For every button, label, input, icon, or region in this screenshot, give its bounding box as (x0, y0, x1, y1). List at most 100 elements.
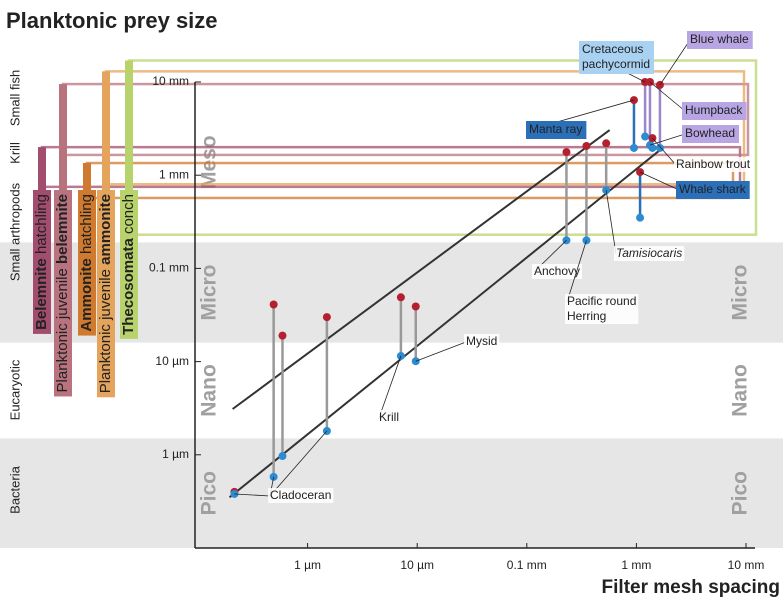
taxon-label: Ammonite hatchling (78, 190, 96, 336)
species-label-text: Tamisiocaris (616, 246, 682, 260)
taxon-label-part: ammonite (97, 194, 114, 265)
species-label-text: Anchovy (534, 264, 580, 278)
taxon-label: Thecosomata conch (120, 190, 138, 339)
fit-line (228, 149, 661, 499)
size-class-label: Pico (198, 471, 221, 515)
leader-line (234, 493, 271, 497)
x-axis-label: Filter mesh spacing (602, 577, 780, 598)
taxon-label-box (33, 190, 51, 334)
taxon-label-text: Thecosomata conch (120, 194, 137, 335)
species-label-text: Krill (379, 410, 399, 424)
taxon-label: Planktonic juvenile belemnite (54, 190, 72, 397)
taxon-label: Planktonic juvenile ammonite (97, 190, 115, 398)
species-label-bg (464, 334, 500, 349)
species-label: Bowhead (649, 125, 740, 146)
species-label-text: Cretaceous (582, 42, 643, 56)
leader-line (415, 341, 467, 362)
species-label: Rainbow trout (652, 137, 753, 172)
prey-point (278, 331, 287, 340)
prey-group-label: Small fish (7, 70, 22, 126)
mesh-point (629, 143, 638, 152)
species-label-box (526, 121, 587, 139)
taxon-bar (83, 163, 91, 192)
species-label-text: Manta ray (529, 122, 582, 136)
taxon-label-text: Planktonic juvenile belemnite (54, 194, 71, 392)
species-label: Manta ray (526, 99, 635, 139)
species-label-text: Mysid (466, 334, 497, 348)
taxon-range (40, 145, 742, 189)
leader-line (566, 240, 587, 303)
species-label: Tamisiocaris (605, 190, 685, 261)
species-label: Mysid (415, 334, 500, 362)
species-label-box (579, 41, 655, 74)
species-label-text: Herring (567, 309, 606, 323)
species-label-box (682, 125, 740, 143)
x-tick-label: 10 µm (400, 558, 434, 572)
taxon-label-part: Planktonic juvenile (54, 268, 71, 392)
taxon-label-box (54, 190, 72, 397)
y-tick-label: 0.1 mm (149, 261, 189, 275)
prey-point (411, 302, 420, 311)
taxon-label-box (97, 190, 115, 398)
taxon-label-part: belemnite (54, 194, 71, 264)
species-label-bg (674, 157, 753, 172)
chart-title: Planktonic prey size (6, 8, 218, 33)
leader-line (639, 171, 680, 191)
size-bands (0, 242, 783, 548)
taxon-label-box (120, 190, 138, 339)
species-label: Krill (377, 355, 402, 425)
taxon-bar (102, 71, 110, 192)
taxon-label: Belemnite hatchling (33, 190, 51, 334)
mesh-point (641, 132, 650, 141)
prey-point (602, 139, 611, 148)
mesh-point (655, 143, 664, 152)
prey-group-label: Bacteria (7, 465, 22, 513)
size-class-label: Nano (198, 364, 221, 417)
mesh-point (648, 143, 657, 152)
leader-line (269, 430, 328, 497)
taxon-label-part: Planktonic juvenile (97, 269, 114, 393)
prey-group-label: Krill (7, 142, 22, 164)
species-label-bg (532, 264, 583, 279)
taxon-bar (59, 84, 67, 192)
species-label: Whale shark (639, 171, 750, 199)
fit-line (232, 129, 611, 410)
taxon-label-text: Ammonite hatchling (78, 194, 95, 332)
taxon-label-part: Ammonite (78, 258, 95, 331)
size-class-label: Micro (729, 264, 752, 320)
species-label-bg (268, 488, 334, 503)
taxon-label-part: hatchling (33, 194, 50, 254)
x-tick-label: 1 mm (621, 558, 651, 572)
leader-line (605, 190, 617, 255)
taxon-bar (125, 60, 133, 193)
species-label-box (682, 102, 747, 120)
mesh-point (278, 452, 287, 461)
species-label: Cladoceran (234, 430, 334, 503)
leader-line (649, 81, 686, 112)
y-tick-label: 10 µm (155, 354, 189, 368)
prey-group-label: Small arthropods (7, 182, 22, 281)
x-tick-label: 1 µm (294, 558, 321, 572)
leader-line (649, 133, 686, 146)
x-tick-label: 0.1 mm (507, 558, 547, 572)
taxon-label-part: conch (120, 194, 137, 234)
prey-point (396, 293, 405, 302)
leader-line (378, 355, 402, 419)
species-label-text: Bowhead (685, 126, 735, 140)
species-label-bg (377, 410, 401, 425)
taxon-label-part: Belemnite (33, 258, 50, 330)
taxon-bar (38, 147, 46, 192)
y-tick-label: 10 mm (152, 74, 189, 88)
species-label-text: Pacific round (567, 294, 636, 308)
prey-point (322, 313, 331, 322)
species-label: Humpback (649, 81, 747, 120)
species-label-text: Blue whale (690, 32, 749, 46)
leader-line (659, 39, 691, 86)
taxon-label-text: Planktonic juvenile ammonite (97, 194, 114, 393)
mesh-point (636, 213, 645, 222)
taxon-label-text: Belemnite hatchling (33, 194, 50, 330)
species-label-box (687, 31, 753, 49)
